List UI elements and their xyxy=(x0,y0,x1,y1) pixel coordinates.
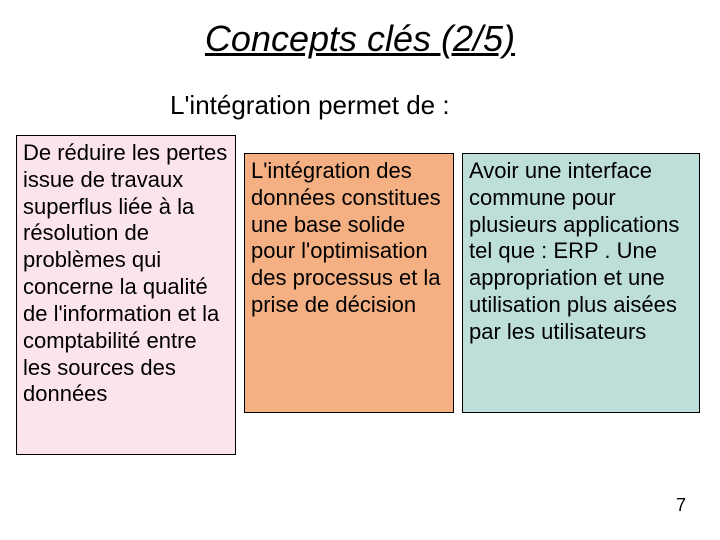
page-number: 7 xyxy=(676,495,686,516)
concept-box-2: L'intégration des données constitues une… xyxy=(244,153,454,413)
slide-title: Concepts clés (2/5) xyxy=(0,18,720,60)
boxes-container: De réduire les pertes issue de travaux s… xyxy=(16,135,704,455)
concept-box-1: De réduire les pertes issue de travaux s… xyxy=(16,135,236,455)
slide-subtitle: L'intégration permet de : xyxy=(170,90,450,121)
concept-box-3: Avoir une interface commune pour plusieu… xyxy=(462,153,700,413)
slide: Concepts clés (2/5) L'intégration permet… xyxy=(0,0,720,540)
